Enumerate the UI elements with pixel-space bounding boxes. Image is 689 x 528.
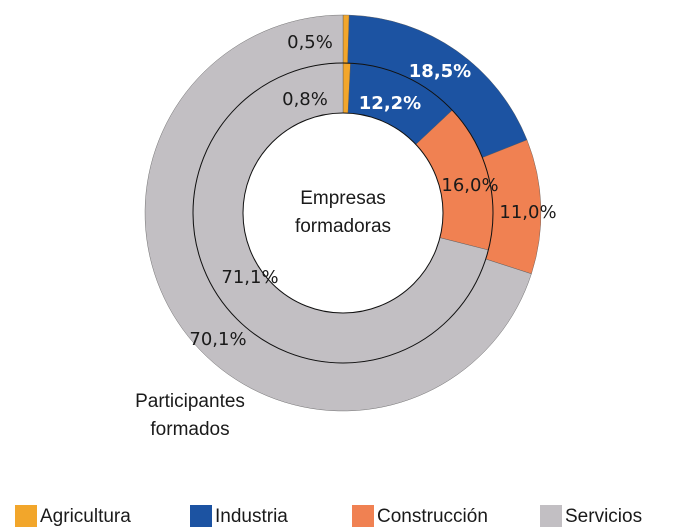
legend-label: Servicios	[565, 506, 642, 527]
ring-border	[242, 112, 444, 314]
legend-swatch	[15, 505, 37, 527]
value-label: 16,0%	[441, 175, 498, 196]
value-label: 18,5%	[409, 61, 471, 82]
legend-swatch	[540, 505, 562, 527]
ring-label: Participantes formados	[135, 391, 245, 440]
legend-swatch	[190, 505, 212, 527]
ring-border	[192, 62, 494, 364]
value-label: 71,1%	[221, 267, 278, 288]
value-label: 11,0%	[499, 202, 556, 223]
value-label: 12,2%	[359, 93, 421, 114]
value-label: 0,5%	[287, 32, 333, 53]
value-label: 70,1%	[189, 329, 246, 350]
legend-label: Agricultura	[40, 506, 131, 527]
legend-label: Construcción	[377, 506, 488, 527]
value-label: 0,8%	[282, 89, 328, 110]
legend-swatch	[352, 505, 374, 527]
legend-label: Industria	[215, 506, 288, 527]
ring-label: Empresas formadoras	[295, 188, 391, 237]
